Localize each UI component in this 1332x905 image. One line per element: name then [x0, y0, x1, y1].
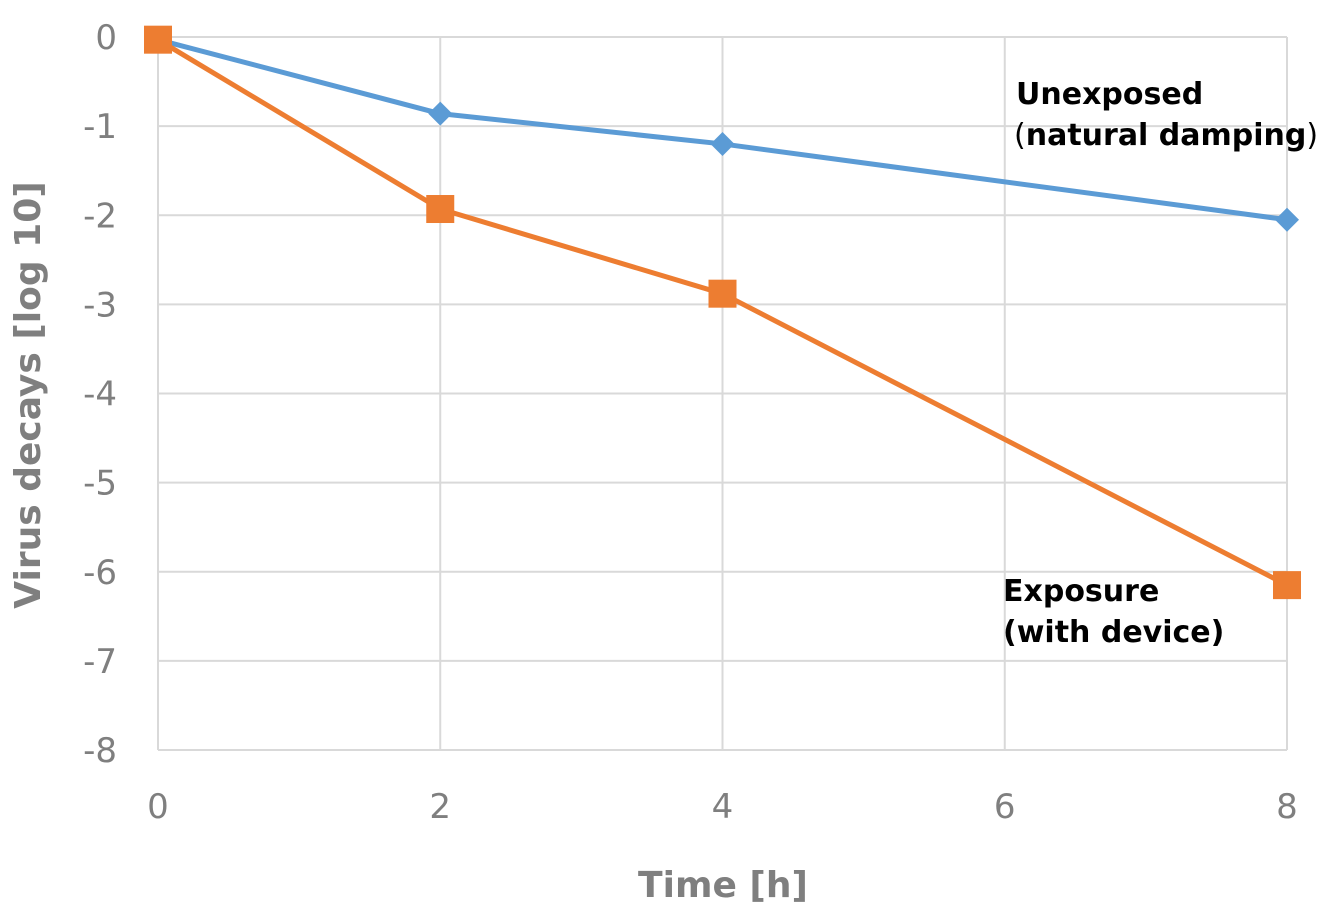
- y-axis-title: Virus decays [log 10]: [8, 181, 49, 608]
- y-tick-label-3: -3: [83, 285, 117, 325]
- x-tick-label-2: 4: [712, 787, 734, 827]
- annotation-paren-close: ): [1306, 118, 1318, 153]
- y-tick-label-0: 0: [95, 18, 117, 58]
- point-1-2: [708, 279, 737, 308]
- annotation-unexposed-text: natural damping: [1026, 118, 1307, 153]
- series-group: [144, 25, 1301, 600]
- series-1: [144, 25, 1301, 600]
- point-1-3: [1273, 571, 1301, 600]
- y-tick-label-4: -4: [83, 375, 117, 415]
- gridlines: [158, 36, 1288, 750]
- annotation-exposure-line1: Exposure: [1003, 574, 1159, 609]
- annotation-unexposed-line2: (natural damping): [1014, 118, 1318, 153]
- point-0-3: [1275, 207, 1299, 232]
- x-axis-title: Time [h]: [638, 865, 808, 905]
- y-tick-label-2: -2: [83, 196, 117, 236]
- x-tick-label-3: 6: [994, 787, 1016, 827]
- point-1-0: [144, 25, 172, 54]
- tick-labels: 0 -1 -2 -3 -4 -5 -6 -7 -8 0 2 4 6 8: [83, 18, 1298, 827]
- x-tick-label-0: 0: [147, 787, 169, 827]
- y-tick-label-5: -5: [83, 464, 117, 504]
- y-tick-label-1: -1: [83, 107, 117, 147]
- series-line-1: [156, 37, 1289, 588]
- x-tick-label-4: 8: [1276, 787, 1298, 827]
- point-1-1: [426, 195, 455, 224]
- annotation-unexposed-line1: Unexposed: [1016, 77, 1203, 112]
- point-0-1: [428, 101, 453, 126]
- y-tick-label-8: -8: [83, 731, 117, 771]
- axes: [157, 37, 1287, 751]
- annotation-paren-open: (: [1014, 118, 1026, 153]
- y-tick-label-7: -7: [83, 642, 117, 682]
- annotation-exposure-line2: (with device): [1003, 615, 1224, 650]
- point-0-2: [710, 131, 735, 156]
- series-line-0: [157, 37, 1288, 223]
- y-tick-label-6: -6: [83, 553, 117, 593]
- x-tick-label-1: 2: [429, 787, 451, 827]
